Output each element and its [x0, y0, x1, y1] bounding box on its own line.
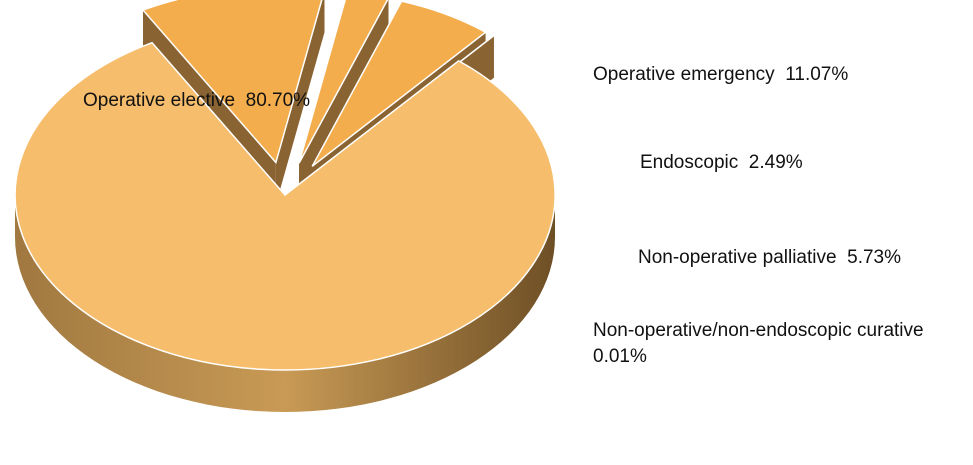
- slice-label: Non-operative/non-endoscopic curative 0.…: [593, 318, 933, 370]
- slice-label: Non-operative palliative 5.73%: [638, 245, 973, 271]
- value-label: 80.70%: [245, 90, 311, 111]
- slice: [311, 0, 487, 167]
- slice: [14, 41, 556, 371]
- slice-label: Operative elective 80.70%: [83, 88, 483, 114]
- category-name: Non-operative/non-endoscopic curative: [593, 320, 924, 341]
- slice: [141, 0, 323, 164]
- slice-side: [15, 195, 555, 412]
- value-label: 5.73%: [847, 247, 901, 268]
- value-label: 2.49%: [748, 152, 803, 173]
- category-name: Operative elective: [83, 90, 236, 111]
- category-name: Non-operative palliative: [638, 247, 837, 268]
- slice-label: Endoscopic 2.49%: [640, 150, 940, 176]
- value-label: 0.01%: [593, 346, 647, 367]
- category-name: Operative emergency: [593, 64, 775, 85]
- slice: [298, 0, 389, 164]
- slice-label: Operative emergency 11.07%: [593, 62, 953, 88]
- value-label: 11.07%: [785, 64, 849, 85]
- slice-wall: [275, 0, 325, 205]
- category-name: Endoscopic: [640, 152, 739, 173]
